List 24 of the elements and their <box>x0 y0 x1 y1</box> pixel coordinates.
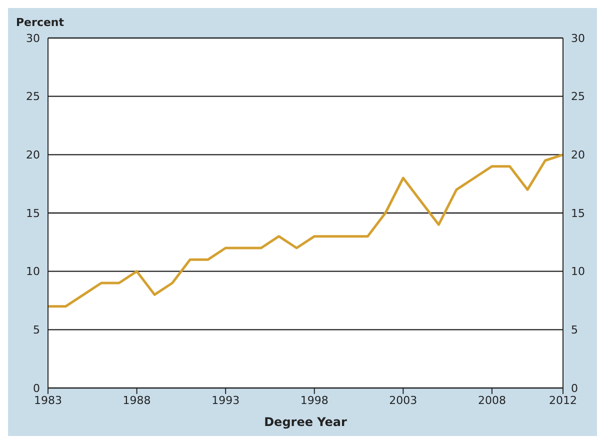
y-axis-title: Percent <box>16 16 64 29</box>
y-tick-label: 0 <box>33 382 40 395</box>
x-tick-label: 1993 <box>212 394 240 407</box>
x-tick-label: 1998 <box>300 394 328 407</box>
line-series <box>48 153 563 308</box>
y-tick-label: 15 <box>26 206 40 220</box>
y2-tick-label: 25 <box>571 90 585 104</box>
y-tick-label: 10 <box>26 265 40 278</box>
y2-tick-label: 0 <box>571 382 578 395</box>
y2-tick-label: 10 <box>571 265 585 278</box>
x-tick-label: 2008 <box>478 394 506 407</box>
y-tick-label: 20 <box>26 148 40 162</box>
y-tick-label: 25 <box>26 90 40 104</box>
y2-tick-label: 5 <box>571 324 578 337</box>
y-tick-label: 30 <box>26 32 40 45</box>
x-tick-label: 1988 <box>122 394 151 407</box>
x-axis-title: Degree Year <box>264 415 347 429</box>
x-tick-label: 2012 <box>549 394 577 407</box>
x-tick-label: 1983 <box>34 394 62 407</box>
y2-tick-label: 30 <box>571 32 585 45</box>
y2-tick-label: 15 <box>571 206 585 220</box>
y2-tick-label: 20 <box>571 148 585 162</box>
x-tick-label: 2003 <box>389 394 418 407</box>
y-tick-label: 5 <box>33 324 40 337</box>
